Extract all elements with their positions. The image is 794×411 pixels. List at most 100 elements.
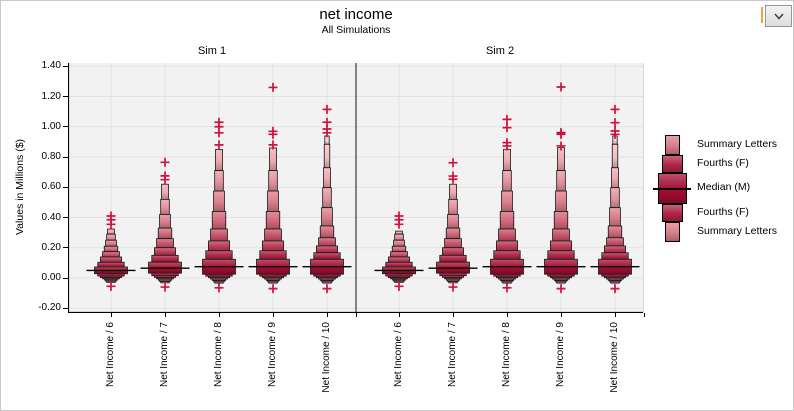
letter-value-box[interactable] (211, 211, 227, 230)
outlier-mark[interactable] (268, 284, 278, 294)
letter-value-box[interactable] (105, 239, 117, 247)
outlier-mark[interactable] (556, 284, 566, 294)
outlier-mark[interactable] (610, 118, 620, 128)
letter-value-box[interactable] (498, 228, 516, 242)
letter-value-box[interactable] (388, 256, 410, 263)
letter-value-box[interactable] (552, 228, 570, 242)
letter-value-box[interactable] (555, 190, 567, 212)
outlier-mark[interactable] (322, 104, 332, 114)
letter-value-box[interactable] (259, 250, 287, 260)
letter-value-box[interactable] (157, 227, 173, 240)
outlier-mark[interactable] (394, 281, 404, 291)
outlier-mark[interactable] (556, 128, 566, 138)
letter-value-box[interactable] (323, 143, 331, 169)
outlier-mark[interactable] (106, 281, 116, 291)
letter-value-box[interactable] (444, 238, 462, 249)
letter-value-box[interactable] (391, 245, 407, 253)
letter-value-box[interactable] (606, 237, 624, 247)
letter-value-box[interactable] (390, 251, 408, 258)
outlier-mark[interactable] (502, 138, 512, 148)
letter-value-box[interactable] (268, 170, 278, 192)
outlier-mark[interactable] (448, 158, 458, 168)
outlier-mark[interactable] (160, 157, 170, 167)
letter-value-box[interactable] (97, 261, 125, 268)
letter-value-box[interactable] (448, 198, 458, 215)
letter-value-box[interactable] (208, 240, 230, 252)
letter-value-box[interactable] (205, 250, 233, 260)
letter-value-box[interactable] (556, 170, 566, 192)
letter-value-box[interactable] (449, 183, 457, 200)
letter-value-box[interactable] (609, 207, 621, 227)
outlier-mark[interactable] (268, 82, 278, 92)
letter-value-box[interactable] (493, 250, 521, 260)
letter-value-box[interactable] (611, 167, 619, 189)
letter-value-box[interactable] (501, 190, 513, 212)
letter-value-box[interactable] (442, 247, 464, 256)
letter-value-box[interactable] (262, 240, 284, 252)
outlier-mark[interactable] (448, 282, 458, 292)
letter-value-box[interactable] (557, 147, 565, 172)
letter-value-box[interactable] (267, 190, 279, 212)
letter-value-box[interactable] (319, 225, 335, 239)
letter-value-box[interactable] (553, 211, 569, 230)
letter-value-box[interactable] (161, 183, 169, 200)
letter-value-box[interactable] (385, 261, 413, 268)
outlier-mark[interactable] (268, 140, 278, 150)
outlier-mark[interactable] (394, 211, 404, 221)
letter-value-box[interactable] (318, 237, 336, 247)
letter-value-box[interactable] (439, 254, 467, 263)
letter-value-box[interactable] (611, 143, 619, 169)
letter-value-box[interactable] (503, 148, 511, 172)
outlier-mark[interactable] (268, 126, 278, 136)
letter-value-box[interactable] (213, 190, 225, 212)
letter-value-box[interactable] (395, 230, 403, 235)
letter-value-box[interactable] (151, 254, 179, 263)
letter-value-box[interactable] (604, 245, 626, 254)
outlier-mark[interactable] (610, 284, 620, 294)
letter-value-box[interactable] (156, 238, 174, 249)
letter-value-box[interactable] (499, 211, 515, 230)
letter-value-box[interactable] (496, 240, 518, 252)
letter-value-box[interactable] (321, 207, 333, 227)
letter-value-box[interactable] (107, 228, 115, 235)
letter-value-box[interactable] (447, 214, 459, 229)
outlier-mark[interactable] (322, 117, 332, 127)
outlier-mark[interactable] (448, 171, 458, 181)
outlier-mark[interactable] (106, 211, 116, 221)
letter-value-box[interactable] (100, 256, 122, 263)
outlier-mark[interactable] (556, 141, 566, 151)
dropdown-button[interactable] (765, 5, 792, 27)
letter-value-box[interactable] (316, 245, 338, 254)
letter-value-box[interactable] (610, 187, 620, 209)
letter-value-box[interactable] (607, 225, 623, 239)
letter-value-box[interactable] (159, 214, 171, 229)
letter-value-box[interactable] (160, 198, 170, 215)
outlier-mark[interactable] (214, 117, 224, 127)
letter-value-box[interactable] (394, 233, 404, 241)
outlier-mark[interactable] (556, 82, 566, 92)
letter-value-box[interactable] (214, 170, 224, 192)
letter-value-box[interactable] (102, 251, 120, 258)
letter-value-box[interactable] (550, 240, 572, 252)
outlier-mark[interactable] (322, 284, 332, 294)
letter-value-box[interactable] (393, 239, 405, 247)
outlier-mark[interactable] (502, 114, 512, 124)
outlier-mark[interactable] (502, 283, 512, 293)
letter-value-box[interactable] (502, 170, 512, 192)
letter-value-box[interactable] (103, 245, 119, 253)
letter-value-box[interactable] (313, 252, 341, 260)
outlier-mark[interactable] (610, 104, 620, 114)
letter-value-box[interactable] (322, 187, 332, 209)
letter-value-box[interactable] (547, 250, 575, 260)
letter-value-box[interactable] (269, 147, 277, 172)
outlier-mark[interactable] (502, 123, 512, 133)
letter-value-box[interactable] (445, 227, 461, 240)
letter-value-box[interactable] (210, 228, 228, 242)
letter-value-box[interactable] (106, 233, 116, 241)
letter-value-box[interactable] (601, 252, 629, 260)
letter-value-box[interactable] (264, 228, 282, 242)
letter-value-box[interactable] (265, 211, 281, 230)
letter-value-box[interactable] (323, 167, 331, 189)
letter-value-box[interactable] (215, 149, 223, 172)
outlier-mark[interactable] (214, 283, 224, 293)
